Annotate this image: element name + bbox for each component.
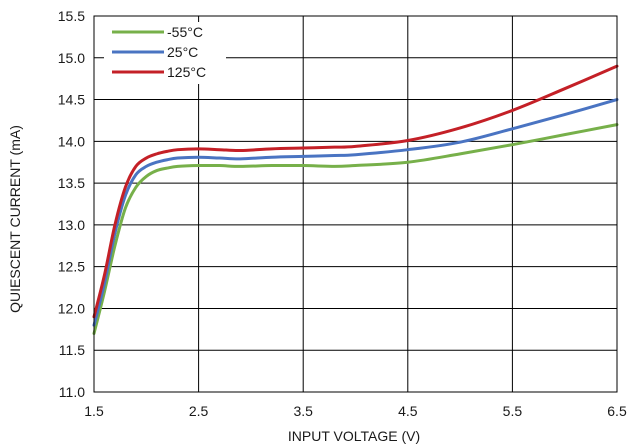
plot-frame bbox=[93, 15, 618, 393]
series-line-1 bbox=[92, 98, 619, 327]
y-tick-label: 13.0 bbox=[58, 217, 85, 233]
x-tick-label: 4.5 bbox=[398, 403, 418, 419]
legend-label-0: -55°C bbox=[167, 24, 203, 40]
series-line-0 bbox=[92, 123, 619, 336]
x-tick-label: 2.5 bbox=[189, 403, 209, 419]
legend-label-2: 125°C bbox=[167, 64, 206, 80]
series-line-2 bbox=[92, 64, 619, 319]
y-axis-title: QUIESCENT CURRENT (mA) bbox=[7, 125, 23, 313]
y-tick-label: 12.0 bbox=[58, 300, 85, 316]
y-tick-label: 15.5 bbox=[58, 8, 85, 24]
y-tick-label: 13.5 bbox=[58, 175, 85, 191]
x-tick-label: 3.5 bbox=[293, 403, 313, 419]
plot-border bbox=[93, 15, 618, 393]
y-tick-label: 11.0 bbox=[59, 384, 85, 400]
y-tick-label: 14.0 bbox=[58, 133, 85, 149]
y-tick-label: 15.0 bbox=[58, 50, 85, 66]
x-tick-label: 5.5 bbox=[503, 403, 523, 419]
x-tick-label: 1.5 bbox=[84, 403, 104, 419]
y-tick-label: 12.5 bbox=[58, 259, 85, 275]
x-axis-title: INPUT VOLTAGE (V) bbox=[288, 428, 420, 444]
series-layer bbox=[92, 64, 619, 336]
legend: -55°C 25°C 125°C bbox=[104, 22, 226, 84]
y-tick-label: 11.5 bbox=[59, 342, 85, 358]
legend-label-1: 25°C bbox=[167, 44, 198, 60]
x-tick-label: 6.5 bbox=[607, 403, 627, 419]
y-tick-label: 14.5 bbox=[58, 92, 85, 108]
y-tick-labels: 11.0 11.5 12.0 12.5 13.0 13.5 14.0 14.5 15.0 15.5 bbox=[58, 8, 85, 400]
x-tick-labels: 1.5 2.5 3.5 4.5 5.5 6.5 bbox=[84, 403, 627, 419]
